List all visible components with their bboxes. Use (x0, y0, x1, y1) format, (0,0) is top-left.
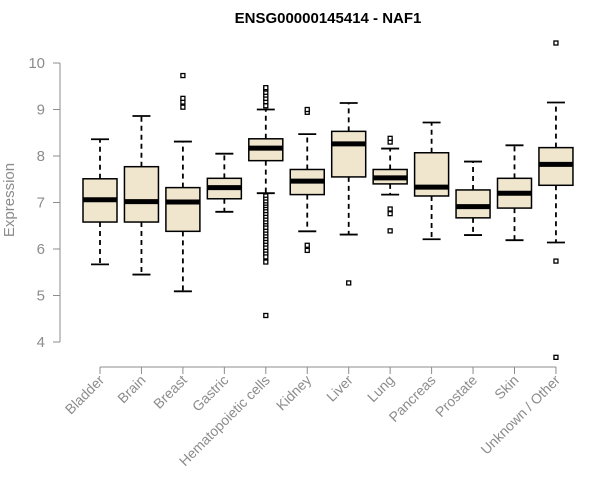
x-tick-label: Liver (323, 372, 356, 405)
box-group (206, 152, 243, 213)
y-tick-label: 10 (28, 55, 45, 72)
box (165, 186, 201, 233)
y-tick-label: 9 (37, 102, 45, 119)
box-group (413, 121, 450, 241)
outlier-point (180, 72, 186, 79)
y-tick-label: 4 (37, 334, 45, 351)
y-tick-label: 7 (37, 195, 45, 212)
outlier-point (263, 103, 269, 109)
box-group (538, 40, 574, 360)
x-tick-label: Prostate (432, 372, 480, 420)
outlier-point (263, 312, 269, 319)
outlier-point (263, 254, 269, 260)
box-group (123, 115, 160, 276)
outlier-point (553, 40, 559, 46)
outlier-point (553, 258, 559, 264)
chart-title: ENSG00000145414 - NAF1 (235, 10, 422, 27)
outlier-point (387, 228, 393, 234)
x-tick-label: Bladder (62, 372, 108, 418)
box-group (289, 106, 325, 254)
x-tick-label: Unknown / Other (477, 372, 563, 458)
outlier-point (304, 247, 310, 254)
outlier-point (304, 106, 310, 113)
outlier-point (553, 354, 559, 360)
outlier-point (180, 95, 186, 101)
x-tick-label: Kidney (273, 372, 315, 414)
outlier-point (180, 104, 186, 110)
box-group (496, 144, 533, 242)
x-tick-label: Lung (364, 372, 397, 405)
outlier-point (263, 84, 269, 91)
plot-area (82, 40, 574, 360)
outlier-point (346, 280, 352, 286)
y-tick-label: 6 (37, 241, 45, 258)
y-tick-label: 8 (37, 148, 45, 165)
outlier-point (263, 259, 269, 265)
box (123, 165, 160, 223)
y-axis-label: Expression (1, 163, 18, 237)
outlier-point (387, 135, 393, 141)
box-group (372, 135, 408, 234)
outlier-point (387, 206, 393, 212)
box-group (455, 160, 491, 236)
y-tick-label: 5 (37, 288, 45, 305)
box-group (248, 84, 284, 319)
outlier-point (304, 242, 310, 248)
box-group (82, 138, 118, 266)
box (455, 189, 491, 219)
x-tick-label: Brain (114, 372, 148, 406)
box-group (330, 102, 367, 286)
y-ticks: 4 5 6 7 8 9 10 (28, 55, 60, 351)
x-tick-label: Breast (150, 372, 190, 412)
x-tick-label: Skin (491, 372, 522, 403)
box (330, 130, 367, 178)
outlier-point (387, 211, 393, 217)
box-group (165, 72, 201, 293)
